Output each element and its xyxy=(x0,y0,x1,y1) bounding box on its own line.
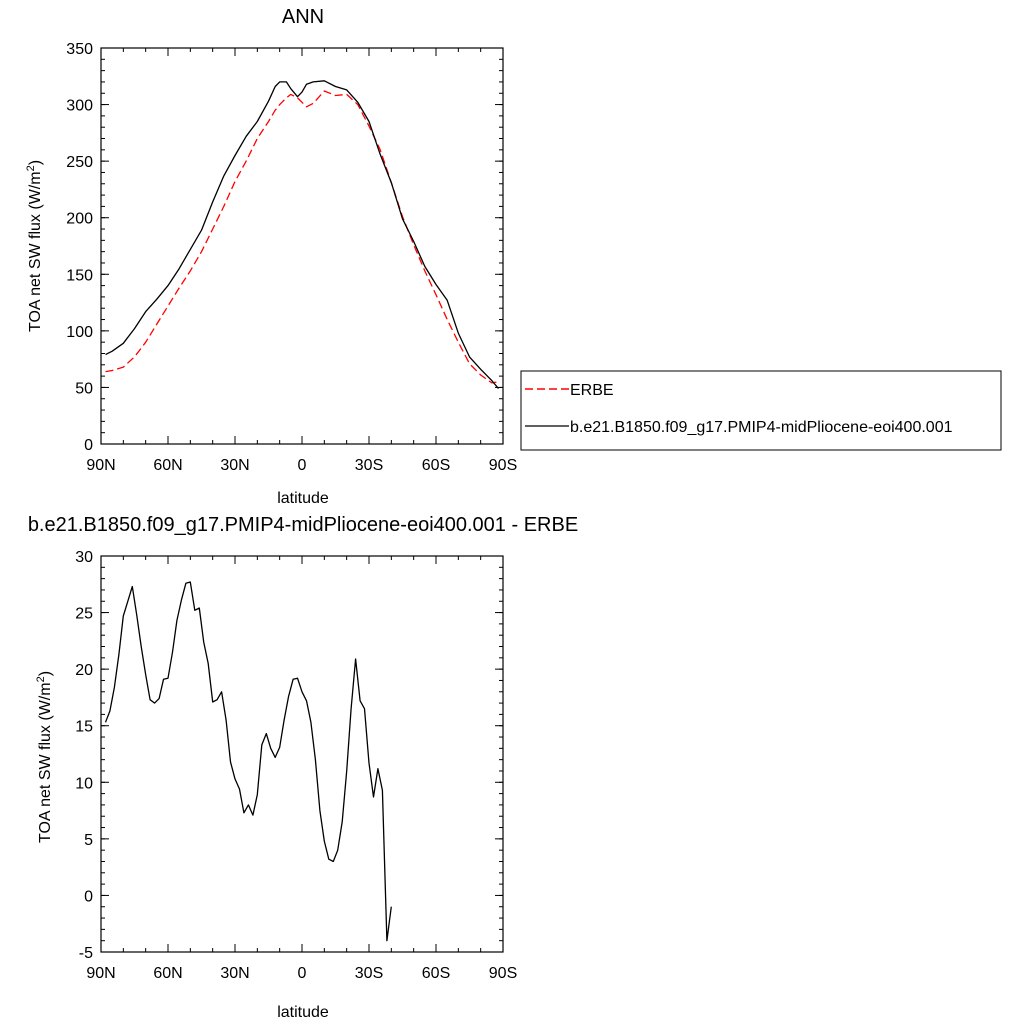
bottom-y-tick-label: 30 xyxy=(75,549,93,566)
top-x-tick-label: 60N xyxy=(153,457,182,474)
top-chart-title: ANN xyxy=(282,6,324,28)
bottom-y-tick-label: 15 xyxy=(75,719,93,736)
top-series-line-erbe xyxy=(105,90,499,384)
bottom-y-tick-label: 5 xyxy=(84,832,93,849)
bottom-x-tick-label: 30N xyxy=(220,965,249,982)
bottom-x-tick-label: 90N xyxy=(86,965,115,982)
bottom-x-axis-label: latitude xyxy=(277,1004,329,1021)
top-x-tick-label: 60S xyxy=(422,457,450,474)
bottom-chart-title: b.e21.B1850.f09_g17.PMIP4-midPliocene-eo… xyxy=(28,514,578,536)
bottom-y-tick-label: -5 xyxy=(79,945,93,962)
top-x-tick-label: 30S xyxy=(355,457,383,474)
bottom-y-tick-label: 10 xyxy=(75,775,93,792)
top-x-tick-label: 90N xyxy=(86,457,115,474)
top-y-axis-label: TOA net SW flux (W/m2) xyxy=(25,160,44,332)
bottom-y-axis-label: TOA net SW flux (W/m2) xyxy=(35,671,54,843)
top-x-tick-label: 90S xyxy=(489,457,517,474)
legend-model-label: b.e21.B1850.f09_g17.PMIP4-midPliocene-eo… xyxy=(570,419,953,436)
bottom-y-tick-label: 25 xyxy=(75,606,93,623)
top-y-tick-label: 250 xyxy=(66,154,93,171)
bottom-x-tick-label: 30S xyxy=(355,965,383,982)
bottom-panel: b.e21.B1850.f09_g17.PMIP4-midPliocene-eo… xyxy=(28,514,578,1021)
top-y-tick-label: 200 xyxy=(66,211,93,228)
bottom-plot-frame xyxy=(100,555,504,953)
bottom-y-tick-label: 20 xyxy=(75,662,93,679)
top-x-axis-label: latitude xyxy=(277,490,329,507)
legend-erbe-label: ERBE xyxy=(570,382,614,399)
bottom-x-tick-label: 0 xyxy=(298,965,307,982)
top-y-tick-label: 50 xyxy=(75,380,93,397)
top-y-tick-label: 100 xyxy=(66,324,93,341)
top-y-tick-label: 350 xyxy=(66,41,93,58)
top-series-line-model xyxy=(105,80,499,390)
bottom-y-tick-label: 0 xyxy=(84,888,93,905)
bottom-x-tick-label: 60N xyxy=(153,965,182,982)
top-x-tick-label: 30N xyxy=(220,457,249,474)
top-plot-frame xyxy=(100,47,504,445)
legend-box xyxy=(520,370,1002,451)
legend: ERBE b.e21.B1850.f09_g17.PMIP4-midPlioce… xyxy=(520,370,1002,451)
top-y-tick-label: 0 xyxy=(84,437,93,454)
top-x-tick-label: 0 xyxy=(298,457,307,474)
top-panel: ANN 90N 60N 30N 0 30S 60S 90S 0 50 100 150 200 250 30… xyxy=(25,6,1002,507)
bottom-x-tick-label: 90S xyxy=(489,965,517,982)
bottom-x-tick-label: 60S xyxy=(422,965,450,982)
top-y-tick-label: 150 xyxy=(66,267,93,284)
bottom-series-line-difference xyxy=(104,581,392,942)
top-y-tick-label: 300 xyxy=(66,98,93,115)
